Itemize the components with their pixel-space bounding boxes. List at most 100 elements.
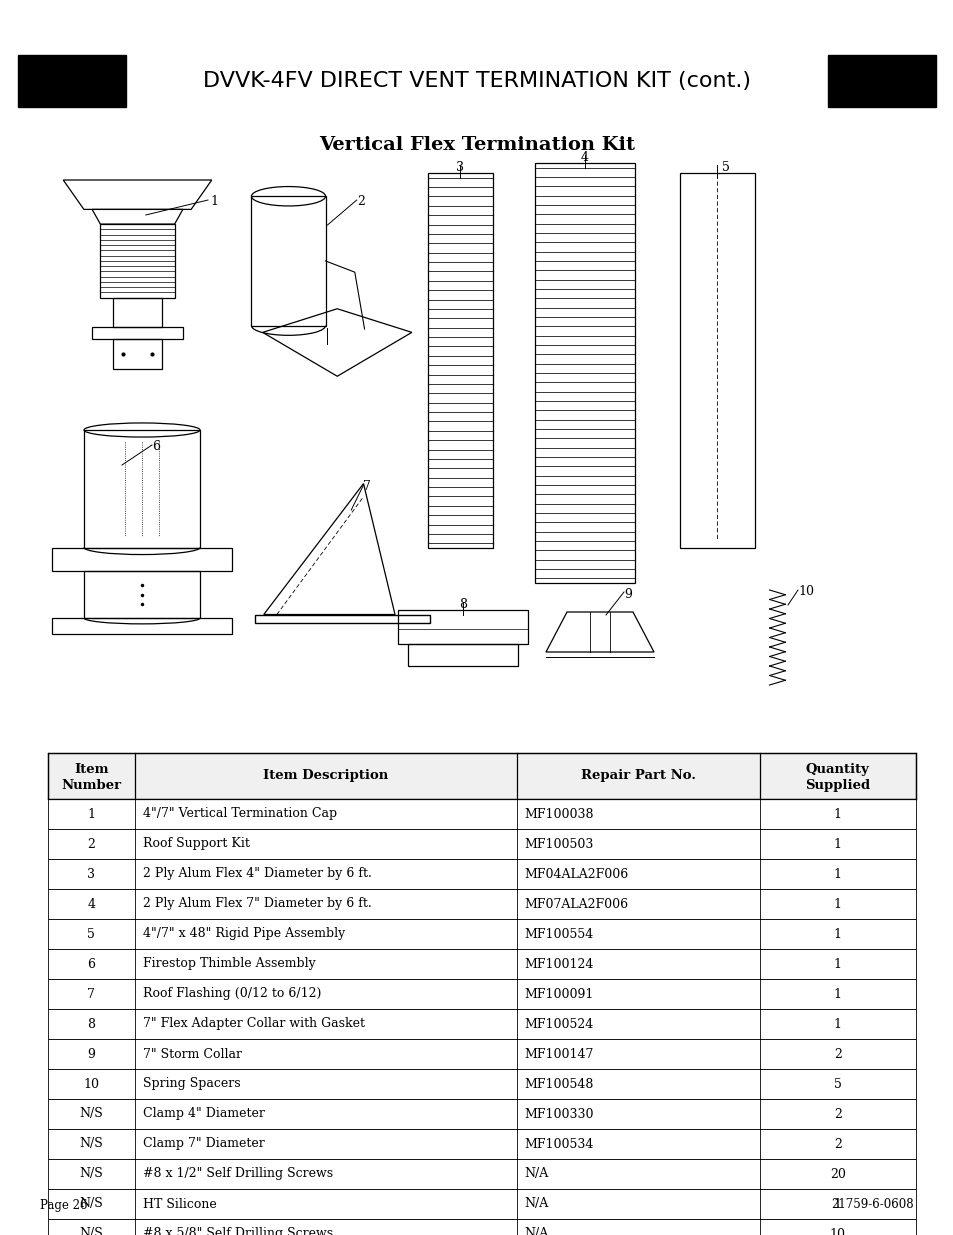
Bar bbox=[48, 948, 915, 979]
Text: 2: 2 bbox=[88, 837, 95, 851]
Text: MF100091: MF100091 bbox=[524, 988, 594, 1000]
Text: 8: 8 bbox=[458, 598, 467, 611]
Bar bbox=[48, 1009, 915, 1039]
Text: #8 x 5/8" Self Drilling Screws: #8 x 5/8" Self Drilling Screws bbox=[143, 1228, 333, 1235]
Text: Clamp 4" Diameter: Clamp 4" Diameter bbox=[143, 1108, 264, 1120]
Text: Quantity: Quantity bbox=[805, 762, 869, 776]
Text: 10: 10 bbox=[829, 1228, 845, 1235]
Text: 7: 7 bbox=[363, 480, 371, 493]
Bar bbox=[100, 224, 174, 298]
Text: 4"/7" x 48" Rigid Pipe Assembly: 4"/7" x 48" Rigid Pipe Assembly bbox=[143, 927, 345, 941]
Text: MF100524: MF100524 bbox=[524, 1018, 594, 1030]
Text: MF100554: MF100554 bbox=[524, 927, 594, 941]
Text: 4: 4 bbox=[88, 898, 95, 910]
Text: N/S: N/S bbox=[79, 1108, 103, 1120]
Text: 1: 1 bbox=[833, 957, 841, 971]
Text: 1: 1 bbox=[833, 988, 841, 1000]
Text: MF100124: MF100124 bbox=[524, 957, 594, 971]
Text: 5: 5 bbox=[88, 927, 95, 941]
Text: Item Description: Item Description bbox=[263, 769, 388, 783]
Text: 2 Ply Alum Flex 7" Diameter by 6 ft.: 2 Ply Alum Flex 7" Diameter by 6 ft. bbox=[143, 898, 371, 910]
Bar bbox=[52, 618, 232, 635]
Text: 6: 6 bbox=[88, 957, 95, 971]
Text: N/S: N/S bbox=[79, 1137, 103, 1151]
Bar bbox=[112, 340, 162, 369]
Text: N/S: N/S bbox=[79, 1198, 103, 1210]
Text: 1: 1 bbox=[833, 867, 841, 881]
Text: Number: Number bbox=[61, 779, 121, 792]
Text: N/A: N/A bbox=[524, 1198, 548, 1210]
Bar bbox=[252, 196, 325, 326]
Text: 9: 9 bbox=[88, 1047, 95, 1061]
Text: MF100330: MF100330 bbox=[524, 1108, 594, 1120]
Text: 21759-6-0608: 21759-6-0608 bbox=[830, 1198, 913, 1212]
Text: 1: 1 bbox=[833, 898, 841, 910]
Text: N/S: N/S bbox=[79, 1167, 103, 1181]
Text: MF100503: MF100503 bbox=[524, 837, 594, 851]
Bar bbox=[48, 753, 915, 799]
Text: HT Silicone: HT Silicone bbox=[143, 1198, 216, 1210]
Bar bbox=[48, 919, 915, 948]
Text: 1: 1 bbox=[833, 1018, 841, 1030]
Bar bbox=[397, 610, 527, 643]
Text: 5: 5 bbox=[721, 161, 730, 174]
Text: 1: 1 bbox=[833, 927, 841, 941]
Bar bbox=[48, 829, 915, 860]
Text: MF100534: MF100534 bbox=[524, 1137, 594, 1151]
Bar bbox=[84, 571, 200, 618]
Text: 5: 5 bbox=[833, 1077, 841, 1091]
Text: Roof Support Kit: Roof Support Kit bbox=[143, 837, 250, 851]
Text: 3: 3 bbox=[456, 161, 464, 174]
Text: 2: 2 bbox=[833, 1137, 841, 1151]
Text: MF100548: MF100548 bbox=[524, 1077, 594, 1091]
Text: MF100038: MF100038 bbox=[524, 808, 594, 820]
Text: N/A: N/A bbox=[524, 1167, 548, 1181]
Text: MF04ALA2F006: MF04ALA2F006 bbox=[524, 867, 628, 881]
Text: 7" Flex Adapter Collar with Gasket: 7" Flex Adapter Collar with Gasket bbox=[143, 1018, 364, 1030]
Bar bbox=[84, 430, 200, 547]
Text: 10: 10 bbox=[797, 585, 813, 598]
Bar bbox=[535, 163, 635, 583]
Bar bbox=[408, 643, 517, 666]
Bar bbox=[48, 1129, 915, 1158]
Text: 1: 1 bbox=[833, 837, 841, 851]
Text: 1: 1 bbox=[210, 195, 218, 207]
Text: 4: 4 bbox=[580, 151, 588, 164]
Text: 7: 7 bbox=[88, 988, 95, 1000]
Text: Firestop Thimble Assembly: Firestop Thimble Assembly bbox=[143, 957, 315, 971]
Text: #8 x 1/2" Self Drilling Screws: #8 x 1/2" Self Drilling Screws bbox=[143, 1167, 333, 1181]
Bar bbox=[428, 173, 493, 548]
Text: Item: Item bbox=[74, 762, 109, 776]
Text: MF07ALA2F006: MF07ALA2F006 bbox=[524, 898, 628, 910]
Text: 8: 8 bbox=[88, 1018, 95, 1030]
Bar bbox=[48, 860, 915, 889]
Text: 6: 6 bbox=[152, 440, 160, 453]
Text: 2: 2 bbox=[833, 1108, 841, 1120]
Text: MF100147: MF100147 bbox=[524, 1047, 594, 1061]
Text: 7" Storm Collar: 7" Storm Collar bbox=[143, 1047, 241, 1061]
Text: N/A: N/A bbox=[524, 1228, 548, 1235]
Bar bbox=[18, 56, 126, 107]
Bar bbox=[48, 979, 915, 1009]
Text: Spring Spacers: Spring Spacers bbox=[143, 1077, 240, 1091]
Bar bbox=[827, 56, 935, 107]
Text: Repair Part No.: Repair Part No. bbox=[580, 769, 695, 783]
Bar bbox=[112, 298, 162, 327]
Text: 2: 2 bbox=[356, 195, 364, 207]
Text: 2 Ply Alum Flex 4" Diameter by 6 ft.: 2 Ply Alum Flex 4" Diameter by 6 ft. bbox=[143, 867, 372, 881]
Text: 9: 9 bbox=[623, 588, 631, 601]
Text: Roof Flashing (0/12 to 6/12): Roof Flashing (0/12 to 6/12) bbox=[143, 988, 321, 1000]
Text: 1: 1 bbox=[88, 808, 95, 820]
Text: 1: 1 bbox=[833, 1198, 841, 1210]
Bar bbox=[48, 1099, 915, 1129]
Text: DVVK-4FV DIRECT VENT TERMINATION KIT (cont.): DVVK-4FV DIRECT VENT TERMINATION KIT (co… bbox=[203, 70, 750, 91]
Bar bbox=[254, 615, 430, 622]
Bar bbox=[48, 889, 915, 919]
Text: Page 26: Page 26 bbox=[40, 1198, 88, 1212]
Bar bbox=[48, 1189, 915, 1219]
Text: Vertical Flex Termination Kit: Vertical Flex Termination Kit bbox=[318, 136, 635, 154]
Bar bbox=[679, 173, 754, 548]
Bar bbox=[48, 1039, 915, 1070]
Text: Clamp 7" Diameter: Clamp 7" Diameter bbox=[143, 1137, 264, 1151]
Text: 2: 2 bbox=[833, 1047, 841, 1061]
